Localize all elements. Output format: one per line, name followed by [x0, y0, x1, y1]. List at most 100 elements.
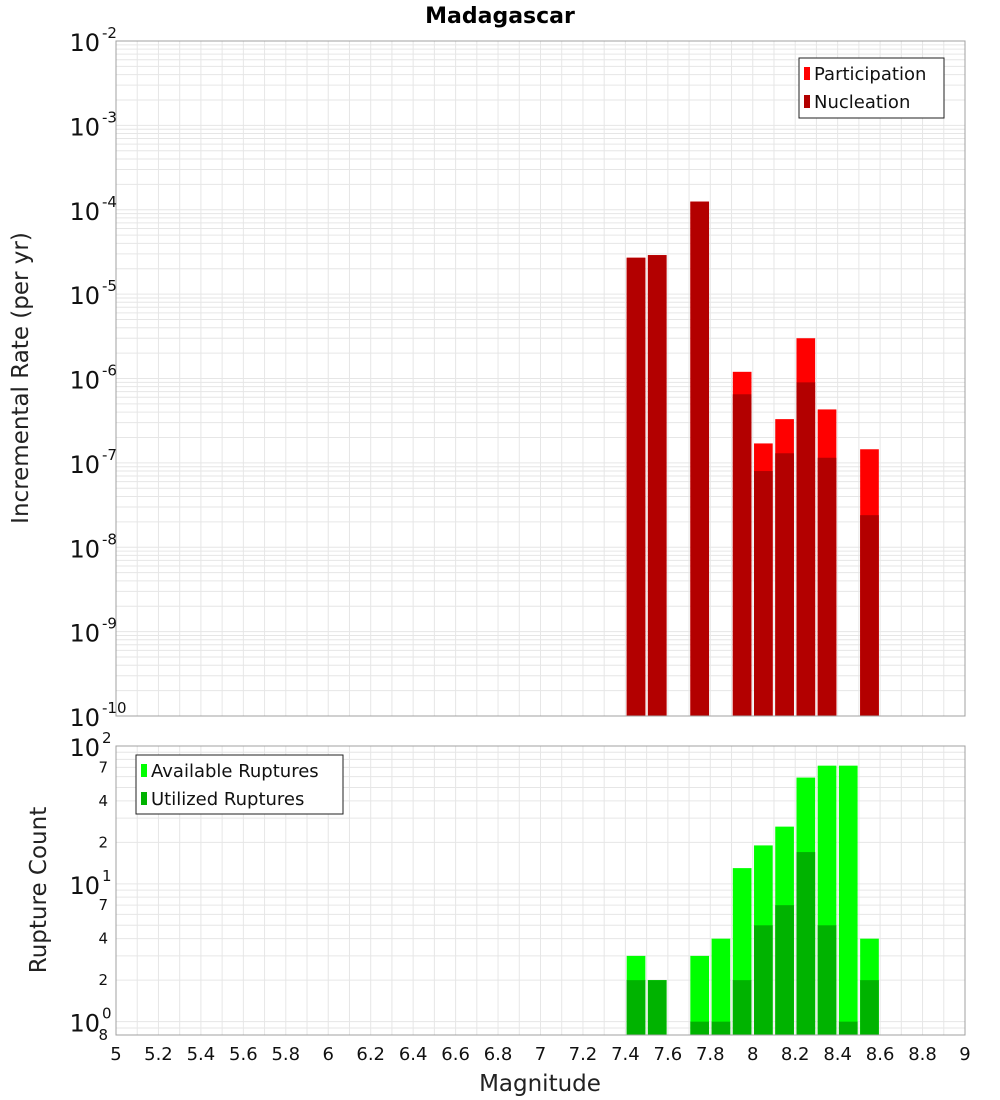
x-tick-label: 6 — [323, 1044, 334, 1065]
x-tick-label: 7.6 — [654, 1044, 683, 1065]
x-tick-label: 7.2 — [569, 1044, 598, 1065]
x-tick-label: 5.6 — [229, 1044, 258, 1065]
bar-nucleation — [796, 382, 816, 716]
bar-nucleation — [626, 257, 646, 716]
y-minor-tick-label: 7 — [98, 896, 108, 914]
top-bars — [626, 201, 879, 716]
y-tick-exponent: -3 — [102, 108, 117, 126]
y-tick-label: 10 — [69, 872, 100, 900]
y-tick-label: 10 — [69, 282, 100, 310]
y-minor-tick-label: 8 — [98, 1026, 108, 1044]
legend-entry: Participation — [814, 64, 926, 85]
chart-title: Madagascar — [425, 4, 575, 29]
top-plot-frame — [115, 40, 966, 717]
y-tick-exponent: 1 — [102, 867, 112, 885]
bar-utilized-ruptures — [732, 980, 752, 1035]
x-tick-label: 6.4 — [399, 1044, 428, 1065]
y-tick-label: 10 — [69, 535, 100, 563]
y-tick-exponent: -7 — [102, 446, 117, 464]
y-tick-exponent: -6 — [102, 362, 117, 380]
bar-utilized-ruptures — [860, 980, 879, 1035]
y-tick-exponent: -5 — [102, 277, 117, 295]
y-tick-exponent: -10 — [102, 699, 127, 717]
x-tick-label: 7 — [535, 1044, 546, 1065]
y-tick-exponent: -4 — [102, 193, 117, 211]
x-tick-label: 8.8 — [908, 1044, 937, 1065]
legend-entry: Utilized Ruptures — [151, 789, 304, 810]
bar-utilized-ruptures — [711, 1021, 731, 1035]
y-tick-label: 10 — [69, 367, 100, 395]
bar-utilized-ruptures — [796, 852, 816, 1035]
x-tick-label: 5.2 — [144, 1044, 173, 1065]
legend-entry: Available Ruptures — [151, 761, 319, 782]
y-minor-tick-label: 2 — [98, 971, 108, 989]
bar-nucleation — [860, 515, 879, 716]
x-tick-label: 8.6 — [866, 1044, 895, 1065]
bottom-plot-frame — [115, 745, 966, 1036]
x-axis-label: Magnitude — [479, 1071, 601, 1097]
x-tick-label: 7.8 — [696, 1044, 725, 1065]
y-minor-tick-label: 4 — [98, 930, 108, 948]
x-tick-label: 7.4 — [611, 1044, 640, 1065]
bottom-bars — [626, 765, 879, 1035]
y-tick-exponent: 2 — [102, 729, 112, 747]
y-tick-label: 10 — [69, 29, 100, 57]
y-tick-label: 10 — [69, 198, 100, 226]
y-minor-tick-label: 4 — [98, 792, 108, 810]
x-tick-label: 5.4 — [187, 1044, 216, 1065]
x-tick-label: 6.8 — [484, 1044, 513, 1065]
bar-nucleation — [775, 453, 794, 716]
bar-nucleation — [690, 201, 710, 716]
x-tick-label: 5 — [110, 1044, 121, 1065]
bar-utilized-ruptures — [626, 980, 646, 1035]
x-tick-label: 8.2 — [781, 1044, 810, 1065]
legend-swatch — [804, 67, 810, 80]
bar-utilized-ruptures — [817, 925, 837, 1035]
legend-box — [135, 754, 344, 815]
legend-entry: Nucleation — [814, 92, 910, 113]
legend-box — [798, 57, 945, 119]
y-tick-exponent: -8 — [102, 530, 117, 548]
legend-swatch — [141, 764, 147, 777]
bar-utilized-ruptures — [647, 980, 667, 1035]
bar-nucleation — [754, 471, 773, 716]
bar-utilized-ruptures — [775, 905, 794, 1035]
y-tick-label: 10 — [69, 704, 100, 732]
bar-utilized-ruptures — [690, 1021, 710, 1035]
x-tick-label: 6.6 — [441, 1044, 470, 1065]
bottom-y-axis-label: Rupture Count — [26, 807, 52, 973]
y-tick-label: 10 — [69, 734, 100, 762]
x-tick-label: 8 — [747, 1044, 758, 1065]
y-tick-label: 10 — [69, 620, 100, 648]
bottom-legend: Available Ruptures Utilized Ruptures — [135, 754, 344, 815]
y-minor-tick-label: 7 — [98, 758, 108, 776]
y-tick-exponent: 0 — [102, 1005, 112, 1023]
bar-nucleation — [732, 394, 752, 716]
y-minor-tick-label: 2 — [98, 833, 108, 851]
legend-swatch — [804, 95, 810, 108]
x-tick-label: 8.4 — [823, 1044, 852, 1065]
x-tick-label: 9 — [959, 1044, 970, 1065]
y-tick-label: 10 — [69, 113, 100, 141]
bar-available-ruptures — [838, 765, 858, 1035]
bar-utilized-ruptures — [754, 925, 773, 1035]
x-tick-label: 5.8 — [271, 1044, 300, 1065]
y-tick-exponent: -9 — [102, 615, 117, 633]
bar-nucleation — [817, 457, 837, 716]
x-tick-label: 6.2 — [356, 1044, 385, 1065]
bar-utilized-ruptures — [838, 1021, 858, 1035]
x-tick-labels: 5 5.2 5.4 5.6 5.8 6 6.2 6.4 6.6 6.8 7 7.2 7.4 7.6 7.8 8… — [110, 1044, 970, 1065]
y-tick-label: 10 — [69, 451, 100, 479]
top-y-axis-label: Incremental Rate (per yr) — [8, 232, 34, 524]
bar-nucleation — [647, 255, 667, 716]
legend-swatch — [141, 792, 147, 805]
top-grid — [115, 41, 966, 717]
y-tick-label: 10 — [69, 1010, 100, 1038]
y-tick-exponent: -2 — [102, 24, 117, 42]
top-legend: Participation Nucleation — [798, 57, 945, 119]
